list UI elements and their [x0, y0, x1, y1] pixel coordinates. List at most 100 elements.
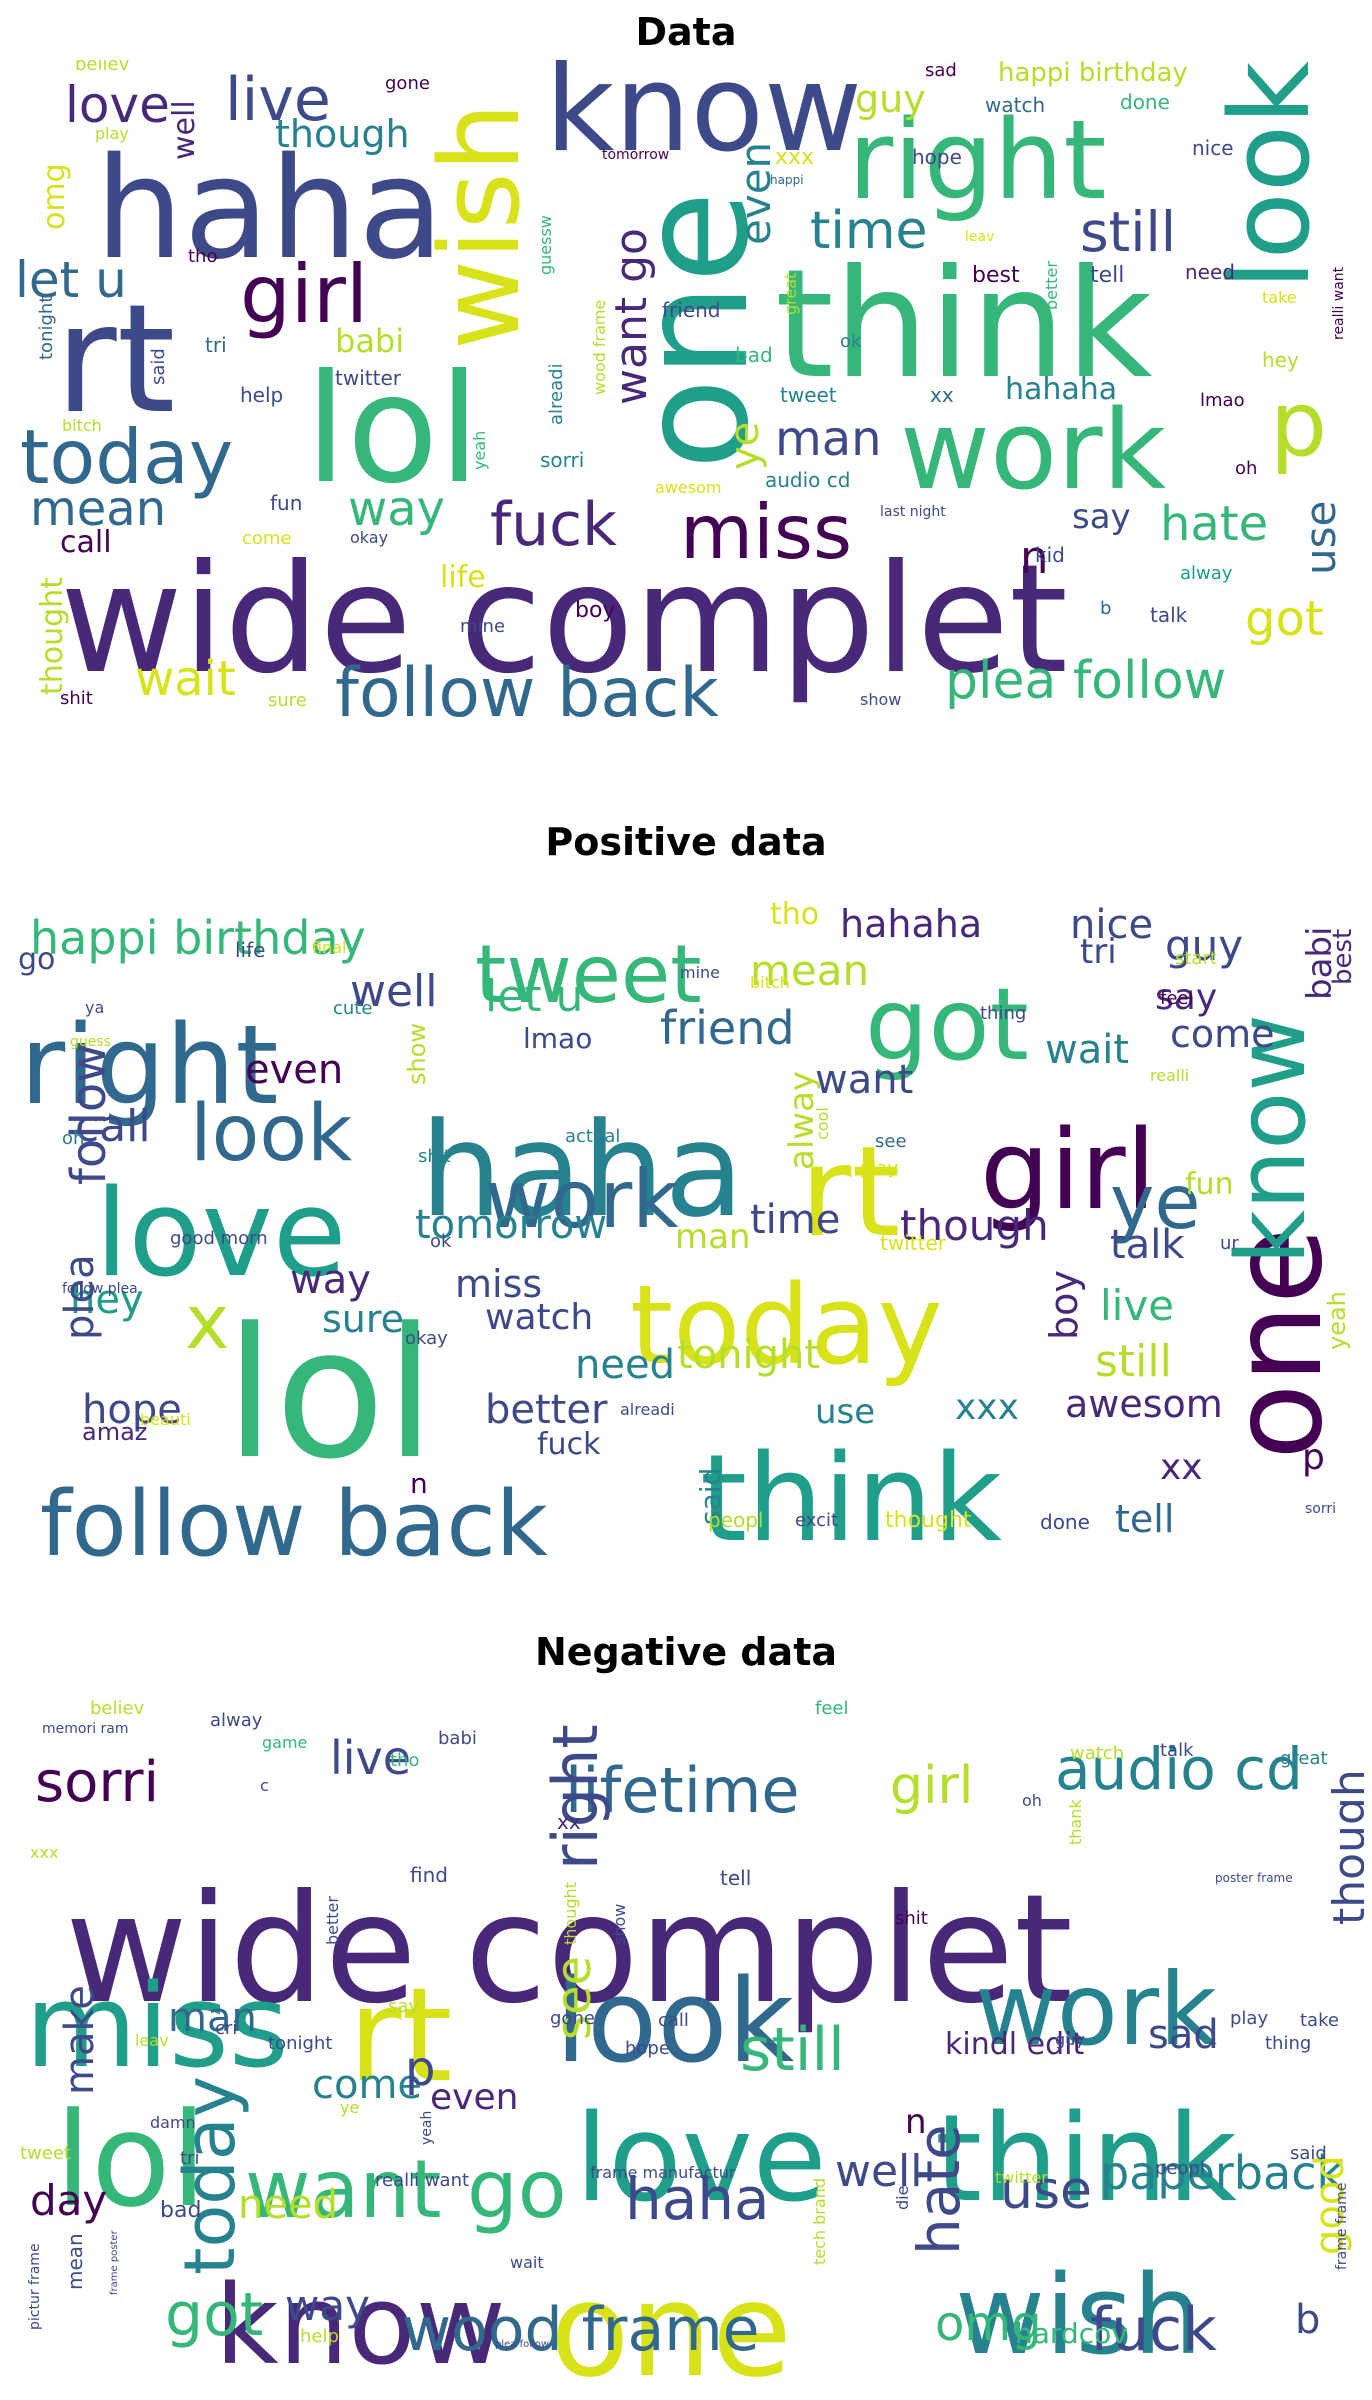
cloud-word: guy — [1055, 2030, 1085, 2049]
cloud-word: sad — [925, 60, 957, 81]
cloud-word: let u — [15, 251, 127, 309]
cloud-word: make — [57, 1985, 103, 2095]
cloud-word: tri — [180, 2148, 200, 2169]
cloud-word: done — [1120, 90, 1170, 114]
cloud-word: ya — [85, 998, 105, 1017]
cloud-word: excit — [795, 1510, 839, 1531]
cloud-word: say — [1072, 497, 1131, 537]
cloud-word: ye — [722, 421, 768, 470]
cloud-word: still — [740, 2015, 845, 2085]
cloud-word: thing — [1265, 2033, 1312, 2054]
cloud-word: work — [975, 1951, 1217, 2068]
cloud-word: good morn — [170, 1228, 268, 1249]
cloud-word: great — [781, 272, 800, 315]
cloud-word: life — [440, 560, 486, 595]
cloud-word: tonight — [677, 1332, 821, 1378]
cloud-word: even — [245, 1047, 344, 1093]
cloud-word: live — [330, 1731, 412, 1785]
cloud-word: die — [893, 2185, 912, 2210]
cloud-word: lifetime — [565, 1754, 800, 1827]
cloud-word: poster frame — [1215, 1871, 1293, 1885]
cloud-word: last night — [880, 504, 946, 520]
cloud-word: ur — [1220, 1233, 1239, 1254]
cloud-word: sorri — [35, 1750, 160, 1815]
cloud-word: kindl edit — [945, 2027, 1085, 2062]
cloud-word: tech brand — [810, 2178, 829, 2265]
cloud-word: cool — [813, 1107, 832, 1140]
cloud-word: girl — [980, 1106, 1157, 1234]
cloud-word: sure — [322, 1297, 405, 1341]
cloud-word: watch — [485, 1297, 594, 1338]
cloud-word: way — [290, 1257, 371, 1303]
cloud-word: way — [285, 2281, 370, 2330]
cloud-word: damn — [150, 2113, 196, 2132]
cloud-word: man — [775, 411, 882, 467]
cloud-word: want go — [606, 228, 657, 405]
cloud-word: guessw — [536, 215, 555, 275]
cloud-word: ok — [840, 331, 862, 352]
cloud-word: follow back — [335, 654, 719, 733]
cloud-word: tomorrow — [415, 1202, 608, 1248]
cloud-word: mine — [460, 616, 506, 637]
cloud-word: yeah — [419, 2110, 435, 2145]
cloud-word: tri — [1080, 932, 1117, 972]
cloud-word: oh — [1022, 1791, 1042, 1810]
cloud-word: hahaha — [1005, 372, 1118, 407]
cloud-word: hope — [82, 1387, 182, 1433]
cloud-word: work — [900, 386, 1167, 514]
cloud-word: take — [1300, 2010, 1339, 2031]
cloud-word: life — [235, 938, 266, 962]
cloud-word: live — [225, 65, 331, 135]
panel-title-data: Data — [635, 10, 737, 54]
word-cloud-negative-data: wide complet rt miss look work lol love think on… — [8, 1680, 1364, 2400]
cloud-word: tri — [205, 333, 227, 357]
cloud-word: follow plea — [62, 1281, 138, 1297]
cloud-word: okay — [405, 1328, 448, 1349]
cloud-word: believ — [75, 60, 130, 75]
cloud-word: love — [65, 76, 170, 134]
cloud-word: call — [75, 1101, 151, 1152]
cloud-word: time — [810, 201, 928, 261]
cloud-word: gone — [550, 2008, 595, 2029]
cloud-word: haha — [625, 2165, 770, 2233]
cloud-word: even — [430, 2077, 519, 2118]
cloud-word: right — [539, 1724, 612, 1870]
cloud-word: hey — [1262, 348, 1299, 372]
cloud-word: alway — [1180, 563, 1233, 584]
cloud-word: thought — [35, 577, 70, 695]
cloud-word: tell — [1115, 1497, 1175, 1541]
cloud-word: miss — [680, 488, 853, 576]
cloud-word: hahaha — [840, 902, 983, 946]
cloud-word: show — [860, 690, 902, 709]
cloud-word: wood frame — [590, 299, 609, 395]
cloud-word: got — [865, 966, 1029, 1083]
cloud-word: miss — [25, 1960, 289, 2094]
cloud-word: alreadi — [546, 363, 567, 425]
cloud-word: well — [350, 966, 438, 1017]
cloud-word: beauti — [140, 1410, 191, 1429]
cloud-word: great — [1280, 1748, 1328, 1769]
cloud-word: frame frame — [1334, 2182, 1350, 2270]
cloud-word: fun — [1185, 1167, 1234, 1202]
cloud-word: tomorrow — [602, 147, 670, 163]
cloud-word: need — [1185, 260, 1235, 284]
cloud-word: leav — [965, 229, 995, 245]
cloud-word: bad — [735, 343, 773, 367]
cloud-word: actual — [565, 1126, 621, 1147]
cloud-word: play — [95, 124, 129, 143]
cloud-word: come — [1170, 1012, 1275, 1056]
cloud-word: tell — [1090, 263, 1125, 288]
cloud-word: need — [238, 2182, 338, 2228]
cloud-word: girl — [890, 1756, 974, 1816]
cloud-word: even — [731, 141, 780, 245]
cloud-word: fuck — [490, 490, 617, 560]
panel-title-positive-data: Positive data — [545, 820, 827, 864]
cloud-word: believ — [90, 1698, 145, 1719]
cloud-word: peopl — [1155, 2158, 1205, 2179]
cloud-word: come — [312, 2062, 423, 2108]
cloud-word: frame manufactur — [590, 2163, 736, 2182]
cloud-word: think — [700, 1430, 1002, 1569]
cloud-word: take — [1262, 288, 1297, 307]
cloud-word: lol — [305, 343, 481, 517]
word-cloud-positive-data: lol haha love right think today rt girl one know g… — [8, 870, 1364, 1590]
